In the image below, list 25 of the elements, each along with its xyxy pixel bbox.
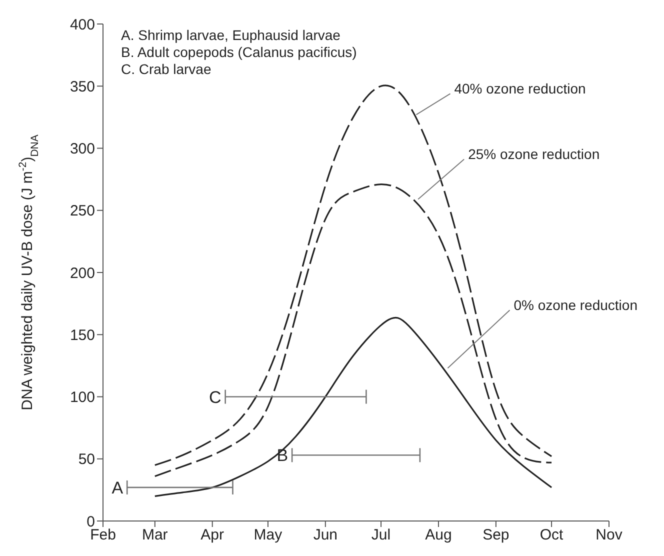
y-tick-label: 50 (78, 451, 95, 468)
y-tick-label: 150 (70, 326, 95, 344)
y-tick-label: 400 (70, 16, 95, 34)
x-tick-label: May (254, 526, 283, 544)
annotation: C. Crab larvae (121, 61, 212, 77)
x-tick-label: Oct (540, 526, 564, 544)
y-tick-label: 300 (70, 140, 95, 158)
annotation: B. Adult copepods (Calanus pacificus) (121, 44, 357, 60)
x-tick-label: Jul (371, 526, 391, 544)
annotation: 25% ozone reduction (468, 146, 600, 162)
annotation: 0% ozone reduction (514, 297, 638, 314)
y-tick-label: 200 (70, 264, 95, 282)
x-tick-label: Apr (200, 526, 224, 544)
x-tick-label: Jun (313, 526, 338, 544)
legend-label: C (209, 388, 222, 407)
x-tick-label: Nov (596, 526, 623, 544)
x-tick-label: Aug (425, 526, 452, 544)
y-tick-label: 350 (70, 78, 95, 96)
x-tick-label: Sep (482, 526, 510, 544)
y-tick-label: 100 (70, 389, 95, 406)
y-tick-label: 250 (70, 202, 95, 220)
x-tick-label: Mar (142, 526, 168, 544)
legend-label: A (112, 478, 124, 498)
annotation: 40% ozone reduction (454, 80, 586, 97)
annotation: A. Shrimp larvae, Euphausid larvae (121, 27, 341, 43)
